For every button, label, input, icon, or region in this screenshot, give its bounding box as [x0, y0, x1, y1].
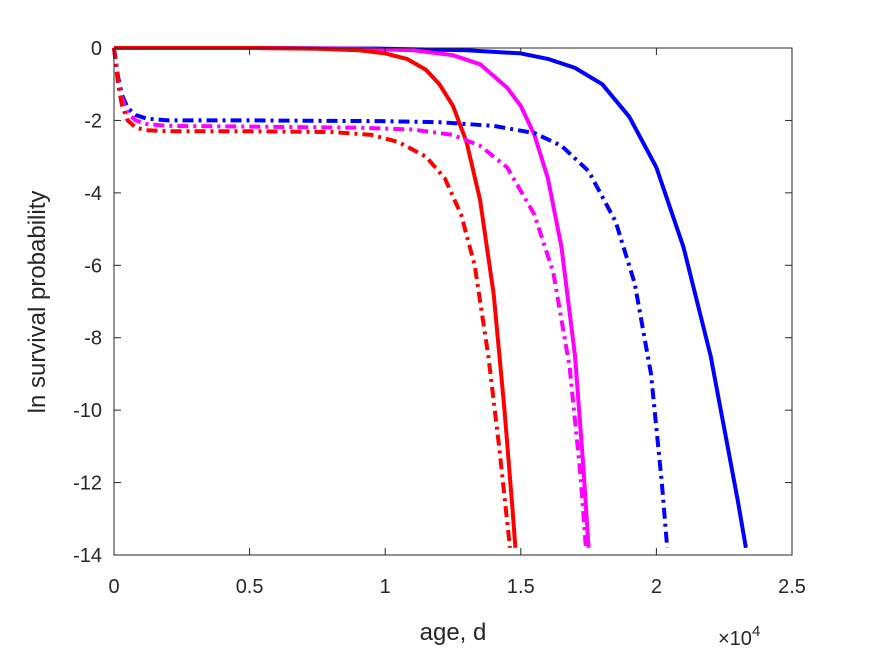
- x-tick-label: 0: [108, 576, 119, 598]
- x-exponent-base: ×10: [718, 628, 752, 650]
- y-tick-label: 0: [91, 38, 102, 60]
- series-line-2: [114, 46, 591, 548]
- x-axis-label: age, d: [420, 619, 487, 646]
- axes-box: [113, 47, 793, 556]
- y-tick-label: -14: [73, 545, 102, 567]
- x-exponent-label: ×104: [718, 623, 760, 650]
- series-layer: [112, 46, 748, 549]
- y-tick-label: -6: [84, 255, 102, 277]
- x-tick-label: 1.5: [507, 576, 535, 598]
- x-tick-label: 0.5: [236, 576, 264, 598]
- y-tick-label: -4: [84, 183, 102, 205]
- series-line-5: [112, 47, 588, 548]
- series-line-4: [112, 47, 670, 548]
- x-exponent-power: 4: [752, 623, 760, 640]
- y-tick-label: -2: [84, 110, 102, 132]
- y-tick-label: -10: [73, 400, 102, 422]
- y-tick-label: -8: [84, 328, 102, 350]
- y-tick-label: -12: [73, 473, 102, 495]
- x-tick-label: 2.5: [778, 576, 806, 598]
- tick-layer: 0 0.5 1 1.5 2 2.5 0 -2 -4 -6 -8 -10 -12 -14: [73, 38, 806, 598]
- x-tick-label: 2: [651, 576, 662, 598]
- y-axis-label: ln survival probability: [24, 191, 51, 414]
- series-line-3: [114, 46, 518, 548]
- x-tick-label: 1: [380, 576, 391, 598]
